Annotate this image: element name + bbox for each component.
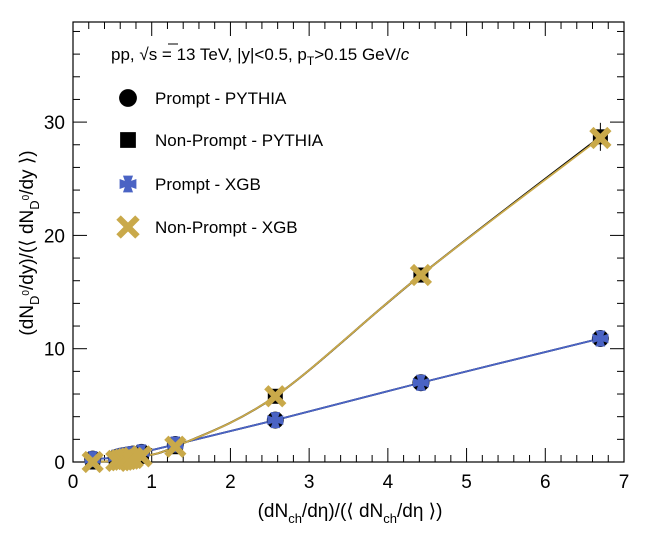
data-point-cross [267,412,284,429]
data-point-x-stroke-b [409,263,433,287]
legend-marker-circle [119,89,137,107]
data-point-x [81,450,104,474]
y-tick-label: 0 [54,453,65,474]
x-tick-label: 4 [383,472,394,493]
annotation-c: c [401,45,410,64]
data-point-x [409,263,433,287]
legend: Prompt - PYTHIA Non-Prompt - PYTHIA Prompt… [116,89,324,239]
data-point-x-stroke-b [81,450,104,474]
legend-marker-x-stroke-b [116,215,140,239]
data-point-x-stroke-b [130,445,153,468]
x-tick-label: 6 [540,472,551,493]
y-tick-label: 20 [44,226,65,247]
y-tick-label: 10 [44,340,65,361]
x-tick-label: 2 [225,472,236,493]
x-label-close: /dη ⟩) [397,501,442,522]
axes: 0 1 2 3 4 5 6 7 0 10 20 30 [44,21,630,493]
legend-label: Non-Prompt - PYTHIA [155,131,324,150]
legend-marker-x [116,215,140,239]
annotation-pt-cut: >0.15 GeV/ [314,45,401,64]
x-label-open: (dN [258,501,289,522]
y-label-close: /dy ⟩) [17,150,38,194]
y-label-sub1: D [27,296,42,305]
legend-marker-cross [119,175,137,193]
y-label-sup2: 0 [21,194,32,200]
x-tick-label: 7 [619,472,630,493]
x-label-mid: /dη)/(⟨ dN [302,501,383,522]
legend-label: Prompt - PYTHIA [155,89,287,108]
x-axis-label: (dNch/dη)/(⟨ dNch/dη ⟩) [258,501,443,526]
x-tick-label: 0 [68,472,79,493]
data-point-x [264,385,287,408]
legend-marker-square [120,132,136,148]
x-label-sub2: ch [383,511,397,526]
annotation-energy: = 13 TeV, |y|<0.5, p [157,45,307,64]
annotation-pt-sub: T [307,54,315,68]
y-tick-label: 30 [44,113,65,134]
chart-annotation: pp, √s = 13 TeV, |y|<0.5, pT>0.15 GeV/c [111,45,410,68]
data-point-x-stroke-b [589,126,612,150]
annotation-system: pp, [111,45,139,64]
annotation-sqrt: √ [139,45,149,64]
y-label-sup1: 0 [21,290,32,296]
data-point-x-stroke-b [164,435,187,458]
y-axis-label: (dND0/dy)/(⟨ dND0/dy ⟩) [17,150,42,335]
y-label-mid: /dy)/(⟨ dN [17,210,38,290]
data-point-x-stroke-b [264,385,287,408]
data-point-cross [592,330,609,347]
plot-frame [72,21,625,463]
x-tick-label: 5 [461,472,472,493]
data-point-x [130,445,153,468]
data-point-x [589,126,612,150]
legend-label: Prompt - XGB [155,175,261,194]
x-tick-label: 1 [146,472,157,493]
y-label-sub2: D [27,200,42,209]
data-point-x [164,435,187,458]
y-label-open: (dN [17,305,38,336]
x-label-sub1: ch [288,511,302,526]
annotation-s: s [149,45,158,64]
data-point-cross [412,374,429,391]
x-tick-label: 3 [304,472,315,493]
data-markers [81,122,612,474]
legend-label: Non-Prompt - XGB [155,218,298,237]
